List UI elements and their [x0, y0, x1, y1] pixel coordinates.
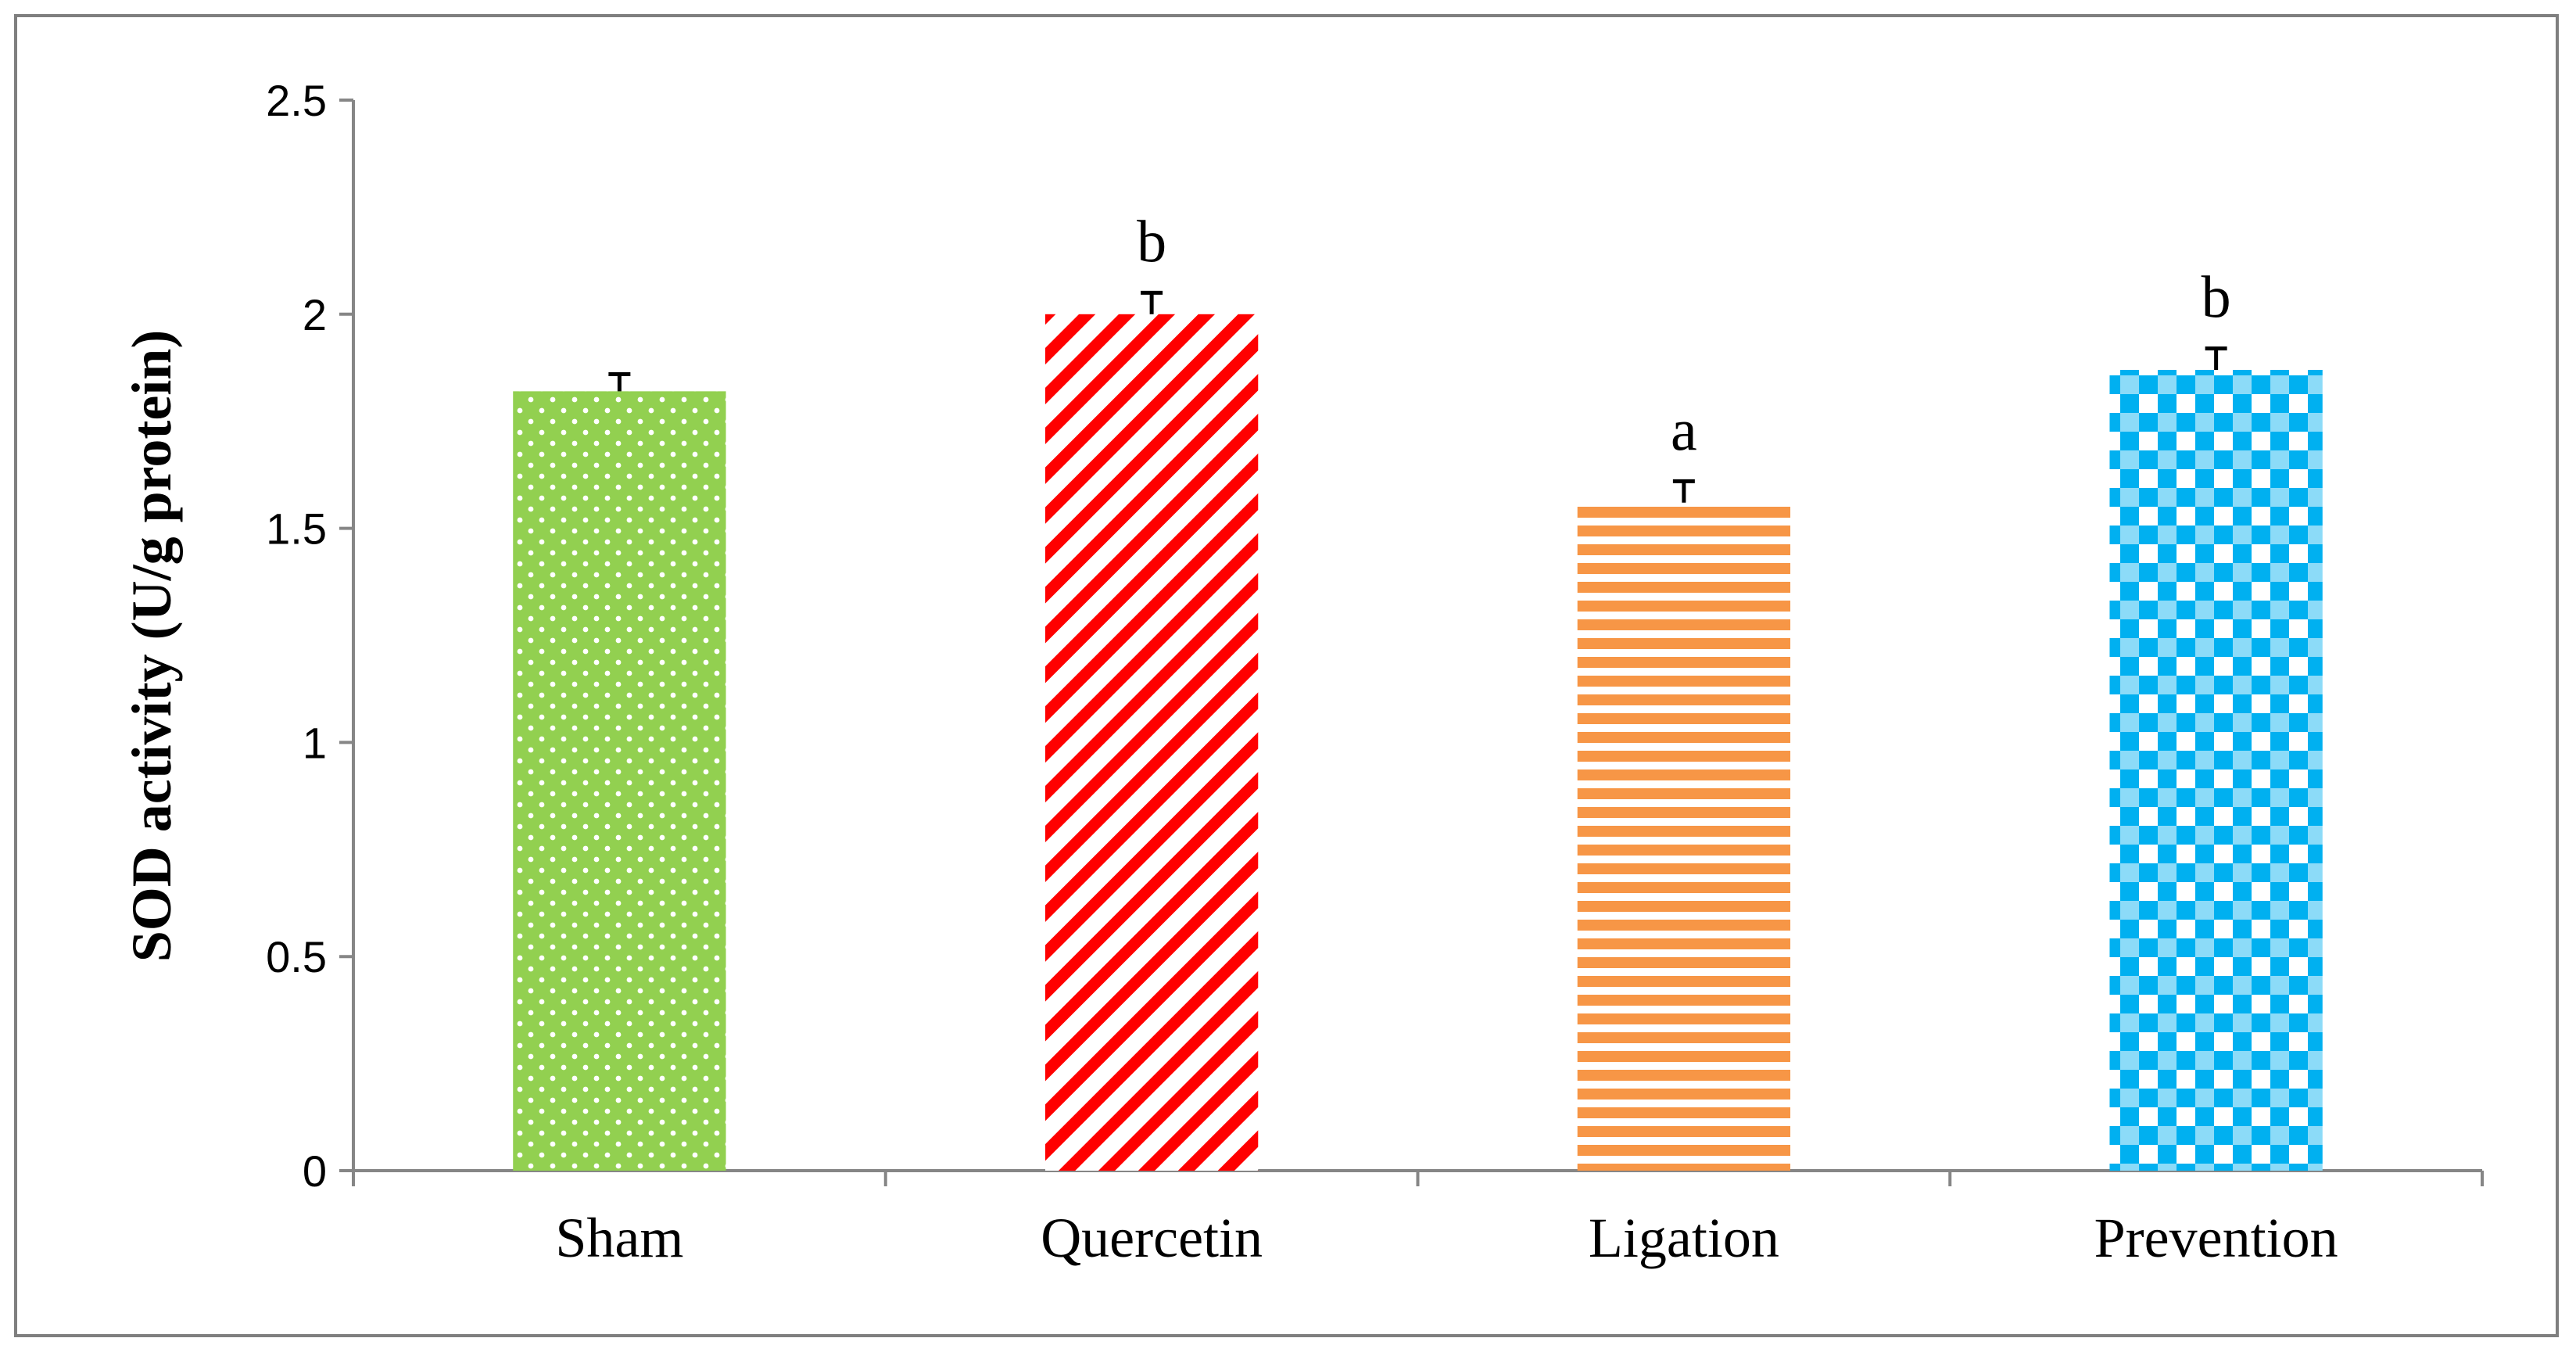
significance-label: a: [1671, 397, 1697, 463]
significance-label: b: [2202, 265, 2231, 331]
bar-quercetin: [1044, 314, 1259, 1171]
bar-sham: [513, 391, 726, 1171]
bar-ligation: [1577, 502, 1791, 1171]
y-tick-label: 2: [303, 290, 327, 339]
bar-prevention: [2109, 369, 2323, 1171]
y-axis-label: SOD activity (U/g protein): [120, 330, 183, 963]
x-category-label: Prevention: [2094, 1207, 2338, 1269]
significance-label: b: [1137, 209, 1166, 274]
y-tick-label: 0.5: [266, 932, 327, 981]
y-tick-label: 1.5: [266, 504, 327, 554]
y-tick-label: 1: [303, 718, 327, 767]
chart-frame: [14, 14, 2559, 1337]
y-tick-label: 2.5: [266, 76, 327, 125]
x-category-label: Ligation: [1589, 1207, 1779, 1269]
x-category-label: Quercetin: [1041, 1207, 1263, 1269]
bars: [513, 290, 2323, 1171]
x-category-label: Sham: [555, 1207, 683, 1269]
y-tick-label: 0: [303, 1146, 327, 1196]
labels: 0 0.5 1 1.5 2 2.5 Sham b Quercetin a Ligation b Prev…: [266, 76, 2338, 1269]
